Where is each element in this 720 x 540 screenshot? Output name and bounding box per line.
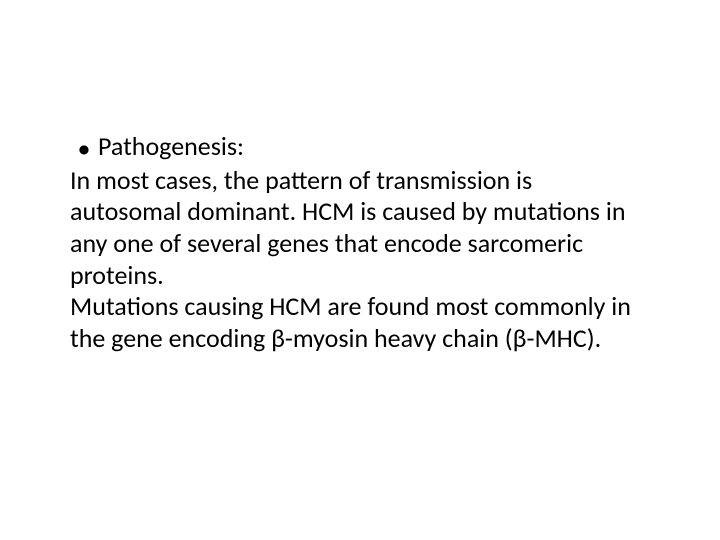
paragraph-1: In most cases, the pattern of transmissi… [70, 165, 650, 292]
paragraph-2: Mutations causing HCM are found most com… [70, 291, 650, 354]
slide-body: • Pathogenesis: In most cases, the patte… [0, 0, 720, 540]
bullet-item: • Pathogenesis: [70, 130, 650, 165]
bullet-marker-icon: • [70, 130, 98, 165]
bullet-label: Pathogenesis: [98, 130, 650, 163]
